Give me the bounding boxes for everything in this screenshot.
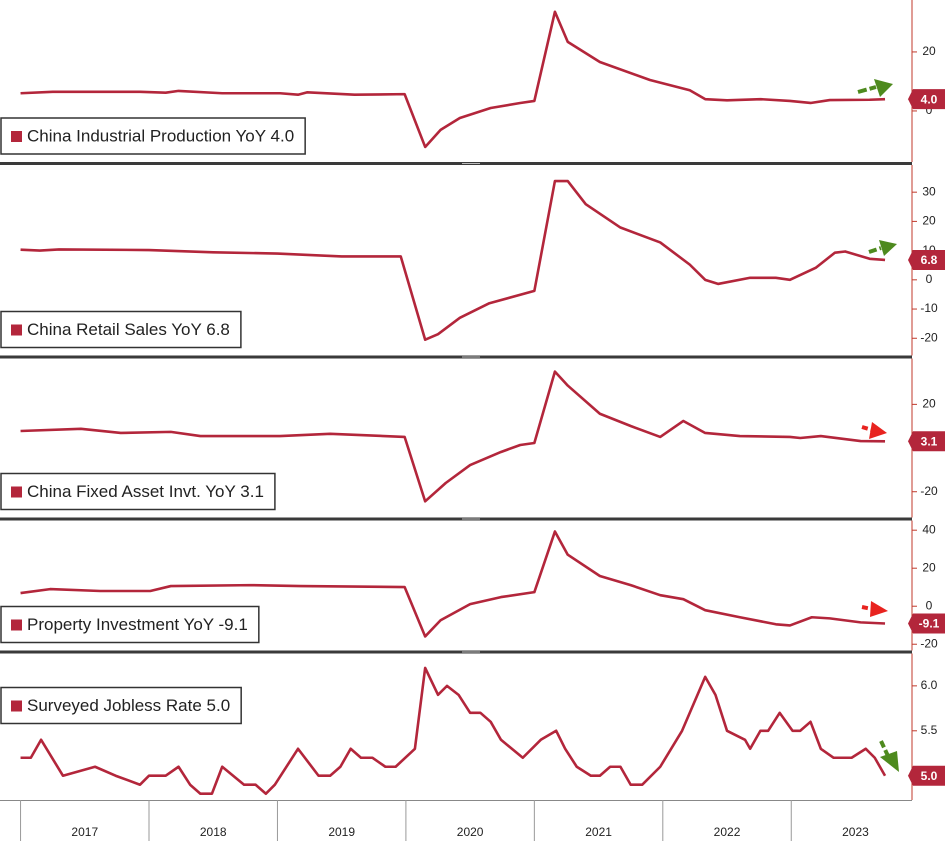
legend-swatch [11, 324, 22, 336]
legend-box [0, 605, 260, 644]
y-tick-label: -20 [920, 484, 938, 498]
arrow-shaft [861, 605, 873, 611]
arrow-down [861, 601, 888, 617]
arrow-up [868, 240, 897, 256]
x-tick-label: 2022 [714, 825, 741, 839]
arrow-head [874, 79, 893, 97]
legend-swatch [11, 619, 22, 631]
y-tick-label: 40 [922, 522, 936, 536]
end-value-tag [908, 613, 945, 634]
legend-label: China Retail Sales YoY 6.8 [27, 320, 230, 339]
end-value-tag [908, 765, 945, 786]
data-line [20, 530, 886, 638]
y-tick-label: 30 [922, 184, 936, 198]
x-tick-label: 2021 [585, 825, 612, 839]
end-value-tag [908, 431, 945, 452]
separator-handle [462, 163, 480, 164]
y-tick-label: 0 [926, 272, 933, 286]
panel: -20 0 20 40 -9.1 Property Investment YoY -9.1 [0, 520, 945, 651]
end-value-label: 6.8 [921, 253, 938, 267]
y-tick-label: 20 [922, 560, 936, 574]
end-value-tag [908, 249, 945, 270]
y-tick-label: 20 [922, 44, 936, 58]
arrow-head [869, 422, 887, 439]
separator [0, 650, 912, 654]
x-tick-label: 2020 [457, 825, 484, 839]
arrow-down [861, 422, 887, 439]
y-tick-label: 5.5 [921, 723, 938, 737]
x-tick-label: 2019 [328, 825, 355, 839]
data-line [20, 370, 886, 503]
panel-separators [0, 162, 912, 654]
legend-box [0, 686, 242, 725]
end-value-tag [908, 89, 945, 110]
y-tick-label: 0 [926, 103, 933, 117]
legend-box [0, 472, 276, 511]
arrow-up [857, 79, 893, 97]
data-line [20, 179, 886, 342]
y-tick-label: 20 [922, 214, 936, 228]
separator-handle [462, 651, 480, 653]
arrow-head [870, 601, 888, 617]
legend-label: Surveyed Jobless Rate 5.0 [27, 696, 230, 715]
legend-swatch [11, 486, 22, 498]
separator-handle [462, 518, 480, 520]
arrow-down [879, 740, 899, 772]
legend-swatch [11, 131, 22, 142]
end-value-label: -9.1 [919, 617, 940, 631]
data-line [20, 666, 887, 796]
arrow-shaft [857, 85, 877, 94]
panel: 0 20 4.0 China Industrial Production YoY 4.… [0, 0, 945, 162]
y-tick-label: -20 [920, 636, 938, 650]
y-tick-label: 6.0 [921, 678, 938, 692]
x-tick-label: 2023 [842, 825, 869, 839]
y-tick-label: -20 [920, 330, 938, 344]
legend-label: China Fixed Asset Invt. YoY 3.1 [27, 482, 264, 501]
legend-box [0, 117, 306, 155]
end-value-label: 3.1 [921, 434, 938, 448]
arrow-head [880, 751, 899, 772]
legend-box [0, 310, 242, 349]
arrow-shaft [868, 246, 882, 254]
y-tick-label: 20 [922, 397, 936, 411]
legend-swatch [11, 700, 22, 712]
end-value-label: 5.0 [921, 769, 938, 783]
legend-label: Property Investment YoY -9.1 [27, 615, 248, 634]
arrow-shaft [861, 425, 873, 432]
trend-arrows [857, 79, 899, 772]
x-tick-label: 2017 [71, 825, 98, 839]
panel: -20 20 3.1 China Fixed Asset Invt. YoY 3.1 [0, 358, 945, 518]
y-tick-label: 0 [926, 598, 933, 612]
separator [0, 517, 912, 521]
separator [0, 162, 912, 165]
x-tick-label: 2018 [200, 825, 227, 839]
end-value-label: 4.0 [921, 92, 938, 106]
separator-handle [462, 356, 480, 358]
arrow-head [879, 240, 897, 256]
separator [0, 355, 912, 359]
y-tick-label: -10 [920, 301, 938, 315]
legend-label: China Industrial Production YoY 4.0 [27, 126, 294, 145]
data-line [20, 10, 886, 149]
arrow-shaft [879, 740, 890, 757]
